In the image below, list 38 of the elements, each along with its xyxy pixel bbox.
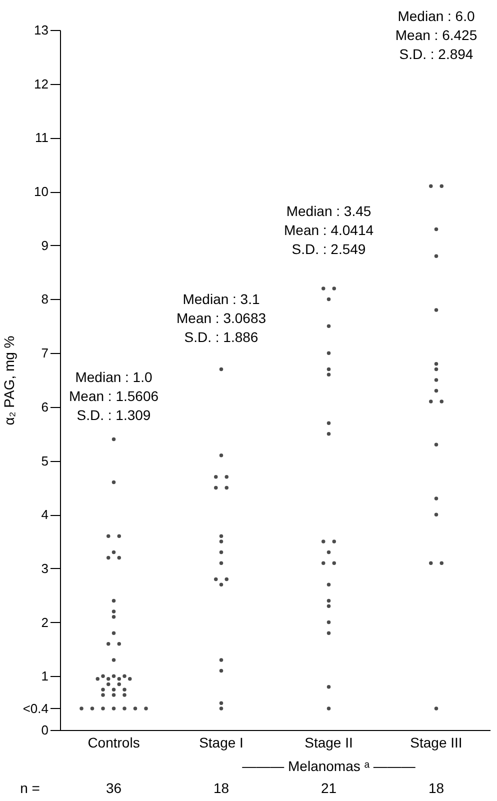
annotation: Mean : 4.0414 bbox=[284, 222, 374, 238]
x-tick-label: Stage I bbox=[199, 734, 244, 750]
y-tick-label: 12 bbox=[34, 76, 48, 92]
annotation: S.D. : 1.309 bbox=[76, 407, 151, 423]
annotation: Mean : 3.0683 bbox=[176, 310, 266, 326]
y-tick-label: 3 bbox=[41, 560, 48, 576]
y-tick-label: 2 bbox=[41, 614, 48, 630]
text: 18 bbox=[428, 780, 444, 796]
y-tick-label: 11 bbox=[35, 130, 48, 146]
text: ——— Melanomas ᵃ ——— bbox=[242, 758, 416, 774]
y-tick-label: 5 bbox=[41, 453, 48, 468]
annotation: Median : 3.45 bbox=[286, 203, 372, 219]
y-axis-title: α₂ PAG, mg % bbox=[0, 336, 17, 426]
text: Median : 6.0 bbox=[398, 8, 475, 24]
y-tick-label: 7 bbox=[41, 346, 48, 361]
annotation: Mean : 6.425 bbox=[395, 27, 478, 43]
text: n = bbox=[20, 780, 40, 796]
y-tick-label: 8 bbox=[41, 292, 48, 307]
text: 21 bbox=[320, 780, 337, 796]
text: 18 bbox=[213, 780, 230, 796]
y-tick-label: 13 bbox=[34, 22, 48, 38]
annotation: S.D. : 1.886 bbox=[184, 329, 258, 345]
x-tick-label: Stage II bbox=[304, 734, 353, 750]
annotation: Median : 3.1 bbox=[182, 291, 260, 307]
y-tick-label: 10 bbox=[34, 184, 48, 200]
y-tick-label: 6 bbox=[41, 399, 48, 414]
x-tick-label: Stage III bbox=[410, 734, 462, 750]
x-tick-label: Controls bbox=[88, 734, 140, 750]
y-tick-label: 0 bbox=[41, 722, 48, 738]
y-tick-label: 4 bbox=[41, 507, 48, 522]
annotation: Median : 1.0 bbox=[75, 369, 152, 385]
y-tick-label: <0.4 bbox=[22, 700, 48, 716]
y-tick-label: 1 bbox=[41, 668, 48, 684]
text: 36 bbox=[106, 780, 122, 796]
y-tick-label: 9 bbox=[41, 238, 48, 253]
annotation: S.D. : 2.549 bbox=[292, 241, 366, 257]
annotation: S.D. : 2.894 bbox=[399, 46, 474, 62]
annotation: Mean : 1.5606 bbox=[68, 388, 159, 404]
